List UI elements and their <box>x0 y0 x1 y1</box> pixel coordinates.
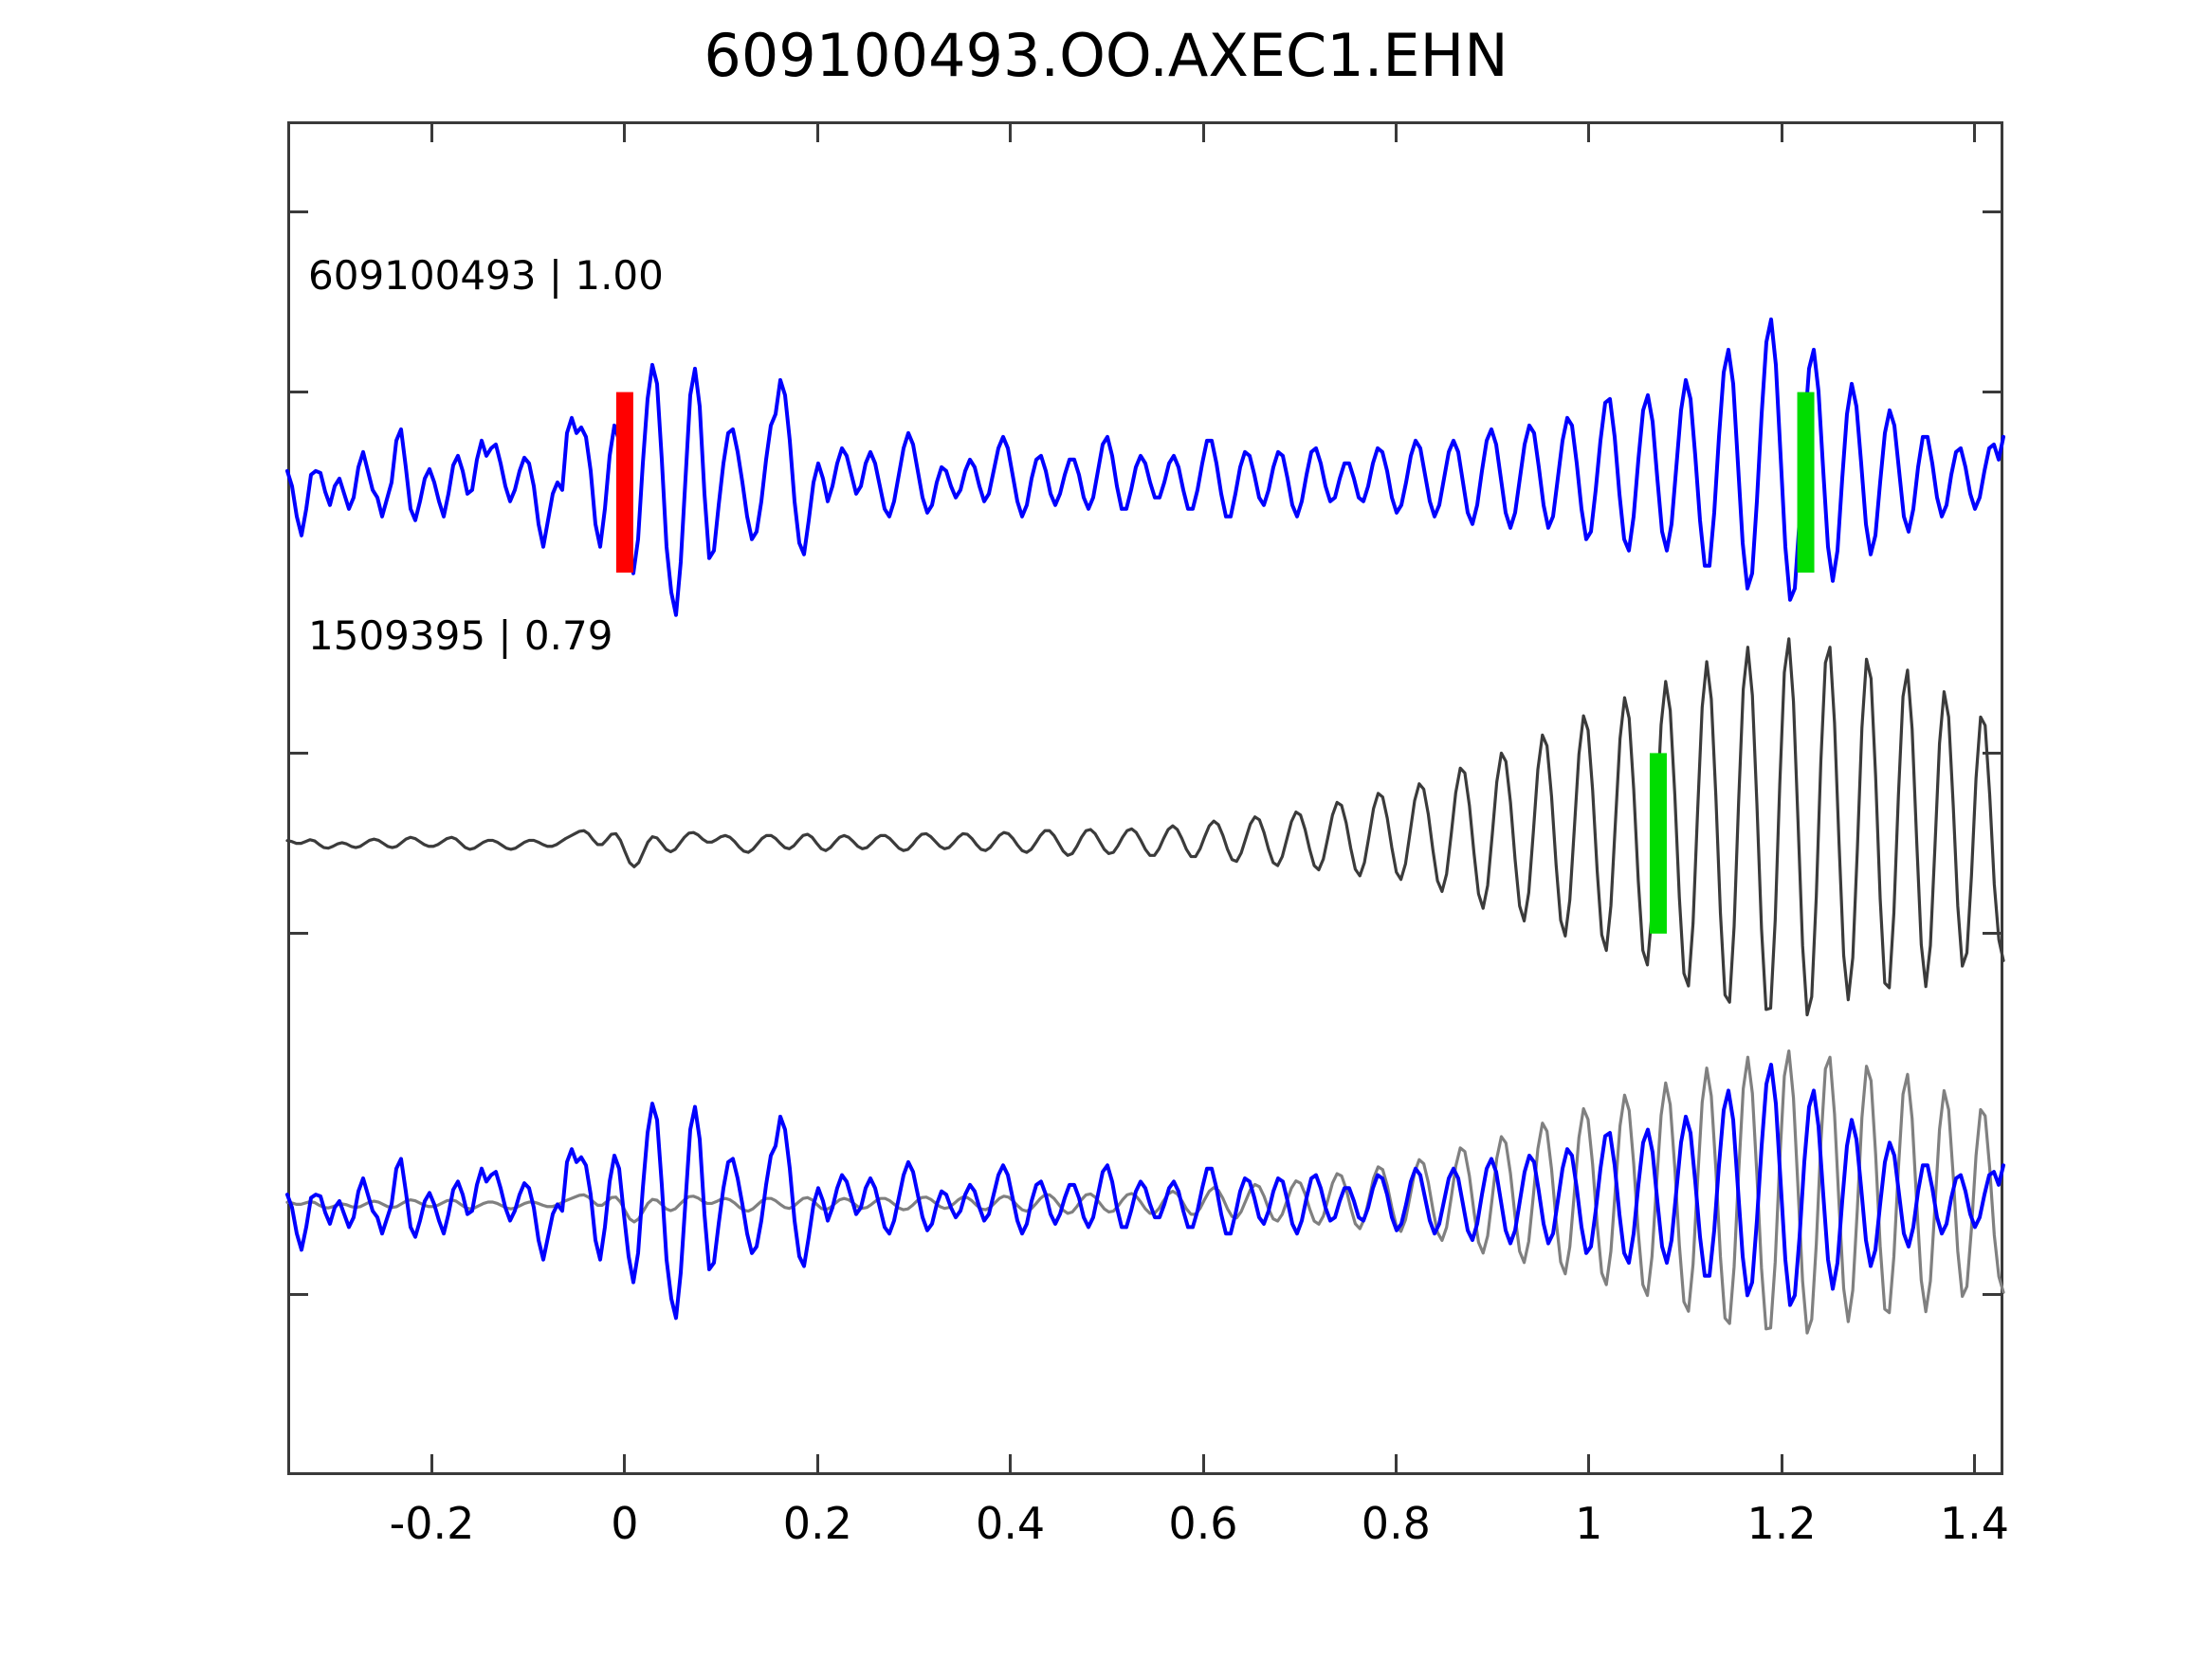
x-tick-label: 0.2 <box>782 1498 852 1549</box>
x-tick-label: 0 <box>611 1498 639 1549</box>
x-tick-mark-top <box>1009 121 1013 142</box>
x-tick-mark-top <box>1972 121 1976 142</box>
y-tick-mark <box>1983 1293 2003 1297</box>
y-tick-mark <box>287 751 308 755</box>
x-tick-label: 0.4 <box>976 1498 1046 1549</box>
x-tick-mark-top <box>623 121 627 142</box>
x-tick-mark-top <box>1780 121 1783 142</box>
x-tick-mark <box>623 1454 627 1475</box>
pick-green-trace1 <box>1797 392 1815 573</box>
x-tick-label: 1.2 <box>1746 1498 1817 1549</box>
x-tick-mark <box>1587 1454 1591 1475</box>
x-tick-mark <box>430 1454 434 1475</box>
waveform-609100493 <box>285 317 2005 617</box>
x-tick-label: 0.6 <box>1168 1498 1238 1549</box>
waveform-609100493-overlay <box>285 1063 2005 1321</box>
y-tick-mark <box>287 1293 308 1297</box>
x-tick-label: 1.4 <box>1939 1498 2010 1549</box>
x-tick-mark <box>1394 1454 1398 1475</box>
x-tick-label: 0.8 <box>1361 1498 1431 1549</box>
y-tick-mark <box>1983 751 2003 755</box>
x-tick-mark-top <box>430 121 434 142</box>
x-tick-mark <box>1972 1454 1976 1475</box>
trace-label-1509395: 1509395 | 0.79 <box>308 612 613 659</box>
x-tick-mark <box>1201 1454 1205 1475</box>
plot-area: 609100493 | 1.00 1509395 | 0.79 <box>285 121 2005 1475</box>
y-tick-mark <box>287 932 308 936</box>
x-tick-mark <box>1009 1454 1013 1475</box>
x-tick-mark-top <box>1587 121 1591 142</box>
trace-label-609100493: 609100493 | 1.00 <box>308 252 664 299</box>
x-tick-mark-top <box>1201 121 1205 142</box>
y-tick-mark <box>1983 932 2003 936</box>
page-title: 609100493.OO.AXEC1.EHN <box>704 21 1508 90</box>
waveform-1509395 <box>285 637 2005 1017</box>
waveform-canvas <box>285 317 2005 1335</box>
pick-red-trace1 <box>615 392 633 573</box>
x-tick-mark <box>815 1454 819 1475</box>
x-tick-label: 1 <box>1575 1498 1603 1549</box>
x-tick-mark-top <box>1394 121 1398 142</box>
y-tick-mark <box>287 391 308 394</box>
y-tick-mark <box>287 210 308 213</box>
x-tick-mark <box>1780 1454 1783 1475</box>
y-tick-mark <box>1983 210 2003 213</box>
x-tick-label: -0.2 <box>389 1498 475 1549</box>
axes-frame <box>287 121 2003 1475</box>
pick-green-trace2 <box>1649 753 1667 934</box>
y-tick-mark <box>1983 391 2003 394</box>
x-tick-mark-top <box>815 121 819 142</box>
